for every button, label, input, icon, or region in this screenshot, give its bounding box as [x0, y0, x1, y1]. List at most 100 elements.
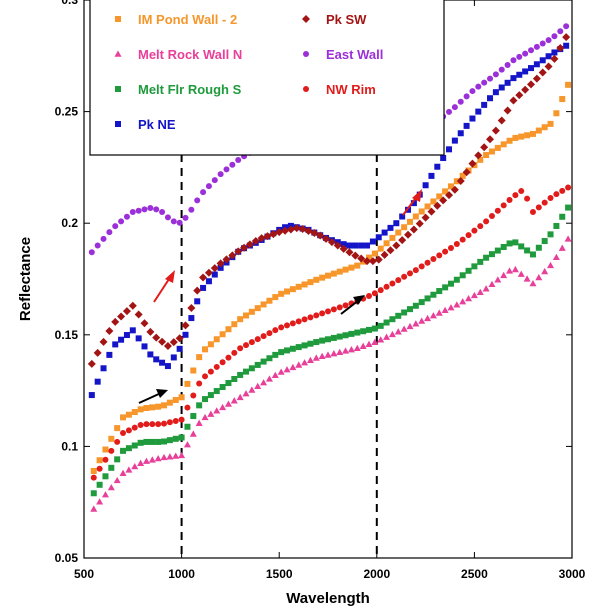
data-point [163, 341, 172, 350]
data-point [365, 292, 372, 299]
data-point [175, 334, 184, 343]
data-point [386, 246, 395, 255]
data-point [190, 413, 197, 420]
data-point [388, 330, 396, 338]
data-point [509, 96, 518, 105]
data-point [551, 49, 558, 56]
data-point [515, 91, 524, 100]
data-point [506, 196, 513, 203]
data-point [451, 137, 458, 144]
data-point [483, 218, 490, 225]
data-point [459, 172, 466, 179]
data-point [412, 213, 419, 220]
data-point [207, 341, 214, 348]
data-point [283, 366, 291, 373]
data-point [137, 459, 145, 466]
data-point [383, 333, 391, 340]
data-point [137, 421, 144, 428]
data-point [307, 340, 314, 347]
data-point [131, 442, 138, 449]
data-point [90, 474, 97, 481]
data-point [359, 342, 367, 349]
data-point [278, 324, 285, 331]
data-point [406, 322, 414, 330]
data-point [330, 270, 337, 277]
data-point [178, 416, 185, 423]
data-point [324, 351, 332, 358]
data-point [318, 352, 326, 360]
data-point [114, 456, 121, 463]
data-point [100, 365, 107, 372]
data-point [90, 467, 97, 474]
data-point [211, 271, 218, 278]
data-point [529, 279, 537, 287]
data-point [170, 218, 177, 225]
data-point [529, 130, 536, 137]
data-point [358, 242, 365, 249]
black-arrow-1000 [138, 389, 168, 404]
data-point [409, 225, 418, 234]
data-point [469, 88, 476, 95]
data-point [342, 332, 349, 339]
data-point [96, 481, 103, 488]
data-point [541, 267, 549, 275]
data-point [470, 291, 478, 299]
x-tick-label: 1000 [168, 567, 195, 581]
data-point [471, 263, 478, 270]
data-point [176, 345, 183, 352]
data-point [365, 340, 373, 347]
data-point [281, 226, 290, 235]
data-point [433, 201, 442, 210]
data-point [400, 325, 408, 332]
data-point [170, 354, 177, 361]
data-point [187, 304, 196, 313]
series-6 [90, 184, 572, 481]
data-point [275, 228, 284, 237]
data-point [216, 259, 225, 268]
data-point [365, 326, 372, 333]
data-point [278, 290, 285, 297]
data-point [243, 368, 250, 375]
data-point [158, 337, 167, 346]
data-point [500, 244, 507, 251]
data-point [517, 270, 525, 277]
data-point [354, 329, 361, 336]
data-point [118, 218, 125, 225]
data-point [120, 447, 127, 454]
data-point [424, 314, 432, 322]
data-point [392, 241, 401, 250]
data-point [336, 268, 343, 275]
data-point [406, 270, 413, 277]
data-point [424, 295, 431, 302]
data-point [563, 23, 570, 30]
data-point [147, 351, 154, 358]
data-point [120, 414, 127, 421]
data-point [205, 183, 212, 190]
data-point [102, 446, 109, 453]
data-point [360, 328, 367, 335]
data-point [87, 359, 96, 368]
data-point [553, 222, 560, 229]
data-point [254, 305, 261, 312]
data-point [137, 439, 144, 446]
data-point [469, 115, 476, 122]
data-point [544, 62, 553, 71]
legend-marker [303, 86, 309, 92]
data-point [562, 33, 571, 42]
data-point [155, 438, 162, 445]
data-point [475, 83, 482, 90]
data-point [272, 294, 279, 301]
data-point [100, 235, 107, 242]
data-point [424, 259, 431, 266]
data-point [153, 206, 160, 213]
data-point [348, 330, 355, 337]
data-point [118, 336, 125, 343]
data-point [357, 254, 366, 263]
data-point [272, 351, 279, 358]
data-point [346, 242, 353, 249]
data-point [152, 333, 161, 342]
data-point [529, 251, 536, 258]
data-point [307, 279, 314, 286]
data-point [319, 310, 326, 317]
